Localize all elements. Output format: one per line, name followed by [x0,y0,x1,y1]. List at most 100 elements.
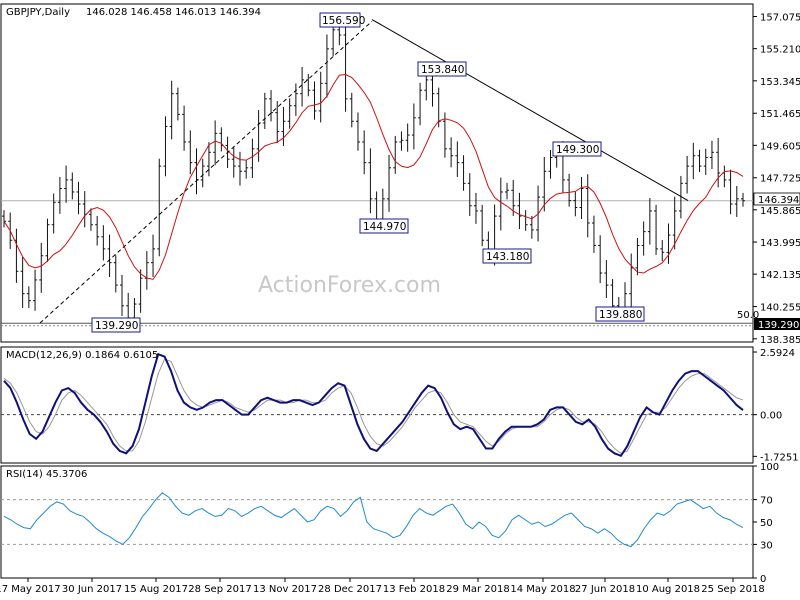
price-axis-tick-label: 149.605 [760,141,800,152]
ohlc-bar [660,240,665,262]
ohlc-bar [151,234,156,277]
ohlc-bar [70,172,75,200]
ohlc-bar [716,137,721,188]
ohlc-bar [33,269,38,311]
annotation-153840: 153.840 [417,61,467,77]
ohlc-bar [498,177,503,231]
ohlc-bar [697,149,702,173]
ohlc-bar [610,279,615,312]
ohlc-bar [318,71,323,123]
ohlc-bar [206,142,211,177]
ohlc-bar [51,193,56,234]
rsi-axis-tick-label: 0 [760,574,766,585]
ohlc-bar [691,142,696,180]
ohlc-bar [517,192,522,230]
ohlc-bar [604,260,609,299]
ohlc-bar [505,182,510,200]
svg-text:144.970: 144.970 [363,221,406,233]
ohlc-bar [461,155,466,191]
annotation-139290: 139.290 [91,317,141,333]
ohlc-bar [548,150,553,179]
rsi-header: RSI(14) 45.3706 [6,469,87,480]
rsi-layer [1,492,753,548]
current-price-label: 146.394 [758,195,799,206]
support-price-label: 139.290 [758,320,799,331]
ohlc-bar [368,148,373,214]
ohlc-bar [647,198,652,245]
annotation-156590: 156.590 [319,12,365,28]
ohlc-bar [269,90,274,122]
price-axis-tick-label: 157.075 [760,13,800,24]
ohlc-bar [387,154,392,212]
ohlc-bar [641,221,646,256]
ohlc-bar [393,135,398,174]
ohlc-bar [119,274,124,316]
ohlc-bar [405,123,410,152]
ohlc-bar [64,165,69,203]
x-axis-tick-label: 28 Dec 2017 [318,584,382,595]
x-axis-tick-label: 27 Jun 2018 [575,584,635,595]
ohlc-bar [585,174,590,238]
moving-average-line [3,73,744,280]
support-price-label-bg [754,318,800,330]
x-axis-tick-label: 25 Sep 2018 [701,584,764,595]
macd-layer [1,352,753,457]
ohlc-bar [362,130,367,175]
ohlc-bar [200,158,205,188]
ohlc-bar [231,147,236,178]
ohlc-bar [107,234,112,277]
ohlc-bar [467,173,472,216]
downtrend-line [371,19,689,202]
ohlc-bar [312,81,317,120]
rsi-axis-tick-label: 100 [760,462,779,473]
price-axis-tick-label: 143.995 [760,238,800,249]
ohlc-bar [579,176,584,220]
ohlc-bar [343,22,348,112]
ohlc-bar [163,116,168,177]
ohlc-bar [355,112,360,151]
axis-layer: 157.075 155.210 153.345 151.465 149.605 147.7… [0,13,800,595]
ohlc-bar [293,83,298,116]
uptrend-line-dashed [39,20,373,324]
x-axis-tick-label: 13 Feb 2018 [383,584,445,595]
ohlc-bar [287,98,292,129]
price-axis-tick-label: 142.135 [760,270,800,281]
ohlc-bar [250,138,255,179]
ohlc-bar [399,131,404,151]
ohlc-bar [734,185,739,217]
price-panel-frame [0,3,754,343]
ohlc-bar [26,286,31,309]
price-axis-tick-label: 145.865 [760,206,800,217]
ohlc-bar [442,112,447,158]
ohlc-bar [480,204,485,247]
x-axis-tick-label: 13 Nov 2017 [253,584,317,595]
ohlc-bar [411,103,416,150]
rsi-line [3,492,744,548]
price-layer [1,19,753,331]
current-price-label-bg [753,192,800,206]
ohlc-bar [418,82,423,126]
ohlc-bar [685,155,690,194]
ohlc-bar [101,225,106,261]
ohlc-bar [473,192,478,224]
ohlc-bar [244,160,249,179]
ohlc-bar [57,176,62,214]
ohlc-bar [666,223,671,264]
watermark: ActionForex.com [258,273,441,298]
ohlc-bar [573,191,578,217]
ohlc-bar [88,208,93,231]
macd-axis-tick-label: -1.7251 [760,452,799,463]
x-axis-tick-label: 28 Sep 2017 [188,584,251,595]
ohlc-bar [672,196,677,250]
ohlc-bar [237,151,242,186]
ohlc-bar [262,92,267,130]
ohlc-bar [45,218,50,262]
annotation-144970: 144.970 [359,218,409,234]
macd-header: MACD(12,26,9) 0.1864 0.6105 [6,350,158,361]
ohlc-bar [511,180,516,216]
x-axis-tick-label: 14 May 2018 [510,584,575,595]
price-axis-tick-label: 140.255 [760,303,800,314]
ohlc-bar [300,66,305,107]
ohlc-bar [20,256,25,309]
